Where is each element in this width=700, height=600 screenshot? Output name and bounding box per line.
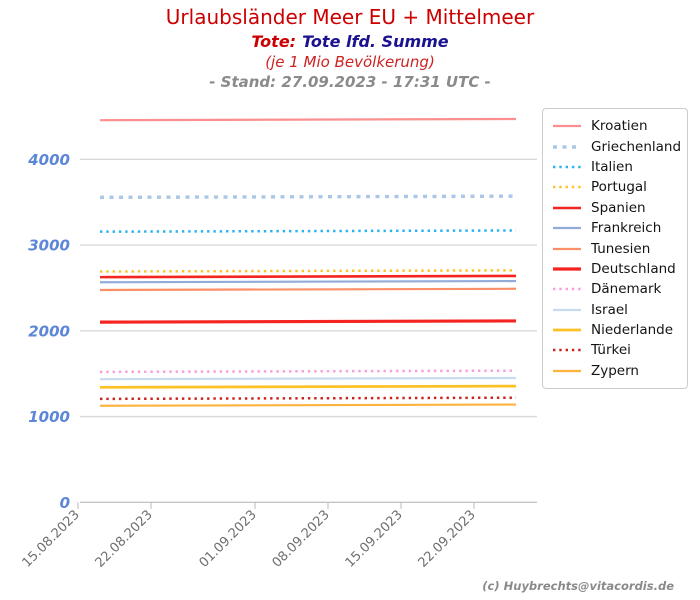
chart-title: Urlaubsländer Meer EU + Mittelmeer bbox=[165, 5, 535, 29]
legend-item-italien: Italien bbox=[552, 157, 683, 177]
legend-item-türkei: Türkei bbox=[552, 340, 683, 360]
legend-label-israel: Israel bbox=[591, 301, 628, 318]
legend-line-swatch-kroatien bbox=[553, 125, 581, 128]
legend-label-niederlande: Niederlande bbox=[591, 322, 674, 339]
legend-item-portugal: Portugal bbox=[552, 177, 683, 197]
y-tick-label-0: 0 bbox=[60, 494, 70, 512]
legend-label-deutschland: Deutschland bbox=[591, 260, 676, 277]
copyright-text: (c) Huybrechts@vitacordis.de bbox=[482, 579, 674, 593]
x-tick-label-5: 22.09.2023 bbox=[416, 508, 479, 571]
y-tick-label-3000: 3000 bbox=[28, 237, 70, 255]
series-line-spanien bbox=[99, 274, 517, 279]
legend-label-tunesien: Tunesien bbox=[591, 240, 651, 257]
series-line-israel bbox=[99, 376, 517, 381]
subtitle-unit: (je 1 Mio Bevölkerung) bbox=[265, 53, 435, 71]
x-tick-label-4: 15.09.2023 bbox=[343, 508, 406, 571]
series-line-zypern bbox=[99, 403, 517, 407]
x-tick-label-2: 01.09.2023 bbox=[197, 508, 260, 571]
series-line-dänemark bbox=[99, 369, 517, 374]
series-line-türkei bbox=[99, 396, 517, 401]
legend-label-spanien: Spanien bbox=[591, 199, 646, 216]
subtitle-metric-value: Tote lfd. Summe bbox=[302, 32, 449, 51]
legend-label-zypern: Zypern bbox=[591, 362, 639, 379]
legend-line-swatch-tunesien bbox=[553, 247, 581, 250]
legend-line-swatch-griechenland bbox=[553, 144, 581, 149]
legend-item-israel: Israel bbox=[552, 300, 683, 320]
legend-label-türkei: Türkei bbox=[591, 342, 631, 359]
series-line-tunesien bbox=[99, 287, 517, 292]
series-line-niederlande bbox=[99, 384, 517, 389]
y-tick-label-4000: 4000 bbox=[27, 151, 70, 169]
legend-label-kroatien: Kroatien bbox=[591, 118, 648, 135]
legend-line-swatch-dänemark bbox=[553, 288, 581, 291]
legend-label-dänemark: Dänemark bbox=[591, 281, 662, 298]
series-line-portugal bbox=[99, 269, 517, 273]
legend-line-swatch-niederlande bbox=[553, 328, 581, 332]
subtitle-metric-label: Tote: bbox=[251, 32, 297, 51]
legend-line-swatch-spanien bbox=[553, 206, 581, 210]
legend-item-dänemark: Dänemark bbox=[552, 279, 683, 299]
y-tick-label-2000: 2000 bbox=[28, 322, 70, 340]
legend-box: Kroatien Griechenland Italien Portugal Spani… bbox=[542, 108, 688, 390]
legend-label-italien: Italien bbox=[591, 158, 633, 175]
legend-item-frankreich: Frankreich bbox=[552, 218, 683, 238]
legend-line-swatch-türkei bbox=[553, 349, 581, 352]
legend-line-swatch-portugal bbox=[553, 186, 581, 189]
x-tick-label-3: 08.09.2023 bbox=[270, 508, 333, 571]
legend-label-portugal: Portugal bbox=[591, 179, 647, 196]
legend-item-niederlande: Niederlande bbox=[552, 320, 683, 340]
stand-timestamp: - Stand: 27.09.2023 - 17:31 UTC - bbox=[209, 72, 491, 91]
legend-item-kroatien: Kroatien bbox=[552, 116, 683, 136]
chart-header: Urlaubsländer Meer EU + Mittelmeer Tote:… bbox=[0, 5, 700, 92]
series-line-deutschland bbox=[99, 319, 517, 324]
legend-line-swatch-zypern bbox=[553, 369, 581, 372]
x-tick-label-0: 15.08.2023 bbox=[20, 508, 83, 571]
legend-line-swatch-deutschland bbox=[553, 267, 581, 271]
series-line-italien bbox=[99, 229, 517, 233]
legend-item-spanien: Spanien bbox=[552, 198, 683, 218]
legend-label-griechenland: Griechenland bbox=[591, 138, 682, 155]
series-line-griechenland bbox=[99, 194, 517, 200]
series-line-kroatien bbox=[99, 117, 517, 122]
legend-line-swatch-frankreich bbox=[553, 227, 581, 230]
legend-item-griechenland: Griechenland bbox=[552, 136, 683, 156]
legend-line-swatch-italien bbox=[553, 165, 581, 169]
legend-item-tunesien: Tunesien bbox=[552, 238, 683, 258]
x-tick-label-1: 22.08.2023 bbox=[93, 508, 156, 571]
y-tick-label-1000: 1000 bbox=[28, 408, 70, 426]
legend-label-frankreich: Frankreich bbox=[591, 220, 662, 237]
series-line-frankreich bbox=[99, 279, 517, 284]
legend-item-deutschland: Deutschland bbox=[552, 259, 683, 279]
chart-subtitle: Tote: Tote lfd. Summe bbox=[0, 32, 700, 52]
legend-line-swatch-israel bbox=[553, 308, 581, 311]
legend-item-zypern: Zypern bbox=[552, 361, 683, 381]
